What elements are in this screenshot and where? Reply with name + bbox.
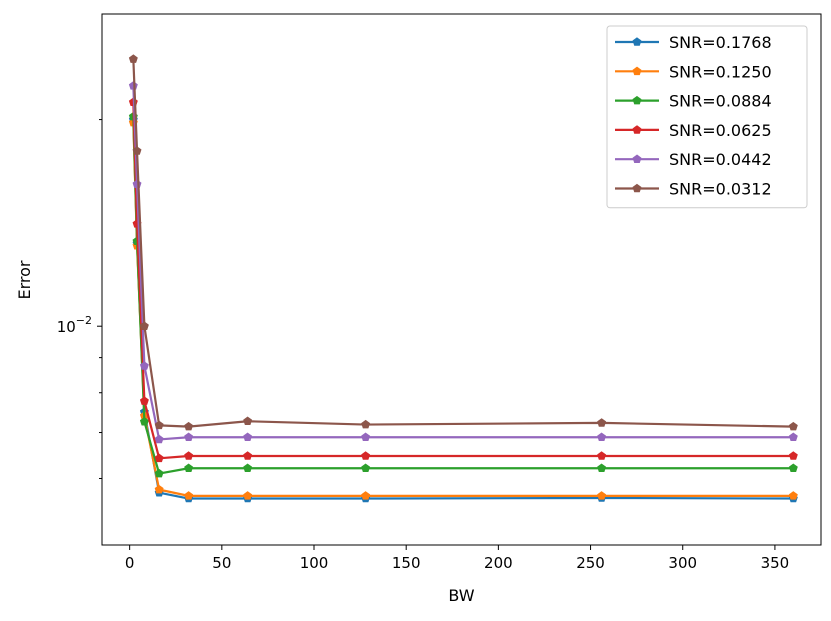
data-point — [788, 463, 798, 473]
data-point — [243, 491, 253, 500]
legend-item: SNR=0.0312 — [615, 180, 772, 199]
data-point — [361, 419, 371, 429]
data-point — [154, 484, 164, 494]
legend-swatch-marker — [632, 95, 642, 105]
data-point — [154, 453, 164, 463]
y-tick-label-exponent: −2 — [76, 314, 92, 327]
data-point — [184, 451, 194, 460]
legend-swatch-marker — [632, 66, 642, 76]
data-point — [184, 432, 194, 442]
data-point — [139, 416, 149, 426]
x-tick-label: 250 — [576, 554, 605, 572]
data-point — [154, 420, 164, 430]
legend-swatch-marker — [632, 125, 642, 134]
data-point — [243, 432, 253, 442]
legend-item: SNR=0.0442 — [615, 150, 772, 169]
x-tick-label: 300 — [668, 554, 697, 572]
y-axis-label: Error — [15, 260, 34, 299]
data-point — [597, 432, 607, 442]
data-point — [243, 463, 253, 473]
series-layer — [128, 54, 798, 503]
x-tick-label: 0 — [125, 554, 135, 572]
data-point — [788, 432, 798, 442]
data-point — [139, 321, 149, 331]
x-tick-label: 50 — [212, 554, 231, 572]
data-point — [361, 491, 371, 500]
x-tick-label: 350 — [761, 554, 790, 572]
legend-label: SNR=0.1768 — [669, 33, 772, 52]
data-point — [597, 451, 607, 460]
legend-label: SNR=0.0625 — [669, 121, 772, 140]
data-point — [788, 491, 798, 500]
data-point — [139, 396, 149, 405]
data-point — [597, 491, 607, 500]
legend-label: SNR=0.0442 — [669, 150, 772, 169]
data-point — [184, 463, 194, 473]
data-point — [184, 421, 194, 431]
legend-swatch-marker — [632, 37, 642, 46]
x-axis-label: BW — [448, 586, 474, 605]
legend-item: SNR=0.0884 — [615, 92, 772, 111]
data-point — [184, 491, 194, 500]
data-point — [361, 463, 371, 473]
data-point — [597, 463, 607, 473]
x-tick-label: 200 — [484, 554, 513, 572]
legend-label: SNR=0.1250 — [669, 62, 772, 81]
legend-item: SNR=0.1250 — [615, 62, 772, 81]
legend: SNR=0.1768 SNR=0.1250 SNR=0.0884 SNR=0.0625… — [606, 25, 808, 209]
data-point — [139, 361, 149, 370]
data-point — [243, 451, 253, 460]
data-point — [361, 451, 371, 460]
legend-label: SNR=0.0884 — [669, 92, 772, 111]
y-tick-label: 10−2 — [57, 314, 92, 336]
data-point — [788, 421, 798, 431]
legend-swatch-marker — [632, 183, 642, 193]
legend-swatch-marker — [632, 154, 642, 164]
data-point — [361, 432, 371, 442]
data-point — [128, 54, 138, 63]
data-point — [132, 146, 142, 155]
series-SNR=0.0312 — [128, 54, 798, 431]
x-tick-label: 150 — [392, 554, 421, 572]
y-tick-label-base: 10 — [57, 318, 76, 336]
data-point — [597, 418, 607, 427]
data-point — [154, 468, 164, 478]
axis-layer: 0 50 100 150 200 250 300 350 10−2 — [57, 119, 790, 572]
x-tick-label: 100 — [300, 554, 329, 572]
data-point — [788, 451, 798, 460]
data-point — [243, 416, 253, 426]
legend-item: SNR=0.0625 — [615, 121, 772, 140]
legend-label: SNR=0.0312 — [669, 180, 772, 199]
data-point — [154, 434, 164, 444]
series-SNR=0.0442 — [128, 81, 798, 444]
legend-item: SNR=0.1768 — [615, 33, 772, 52]
plot-frame — [101, 13, 822, 546]
